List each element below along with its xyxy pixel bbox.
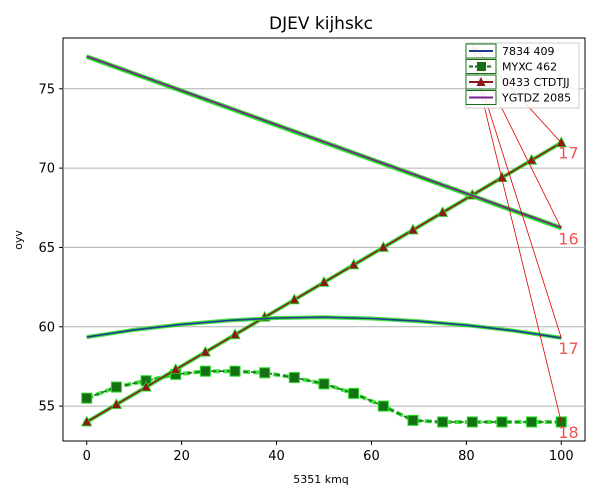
- data-point: [199, 345, 212, 357]
- axis-ticks: 55 60 65 70 75 0 20 40 60 80 100: [38, 82, 573, 464]
- data-point: [407, 414, 419, 426]
- end-label: 17: [558, 339, 578, 358]
- y-tick-label: 70: [38, 162, 55, 177]
- data-point: [555, 136, 567, 148]
- data-point: [199, 365, 211, 377]
- data-point: [110, 381, 122, 393]
- data-point: [259, 367, 271, 379]
- annotation-leader: [478, 84, 562, 423]
- legend-swatch-frame: [465, 43, 497, 59]
- x-tick-label: 60: [363, 449, 380, 464]
- end-label: 17: [558, 144, 578, 163]
- data-point: [170, 363, 182, 375]
- legend-swatch-frame: [465, 90, 497, 105]
- data-point: [496, 416, 508, 428]
- annotation-group: 17 16 17 18: [471, 44, 579, 442]
- data-point: [288, 372, 300, 384]
- legend-swatch-frame: [465, 74, 497, 90]
- x-tick-label: 20: [173, 449, 190, 464]
- data-point: [525, 153, 538, 165]
- series-group: [81, 54, 567, 428]
- legend-marker: [477, 62, 486, 71]
- y-tick-label: 75: [38, 82, 55, 97]
- x-tick-label: 40: [268, 449, 285, 464]
- data-point: [288, 293, 301, 305]
- data-point: [496, 171, 508, 183]
- chart-title: DJEV kijhskc: [269, 14, 373, 34]
- series-line: [86, 55, 562, 229]
- series-2: [81, 365, 567, 428]
- data-point: [229, 365, 241, 377]
- data-point: [348, 387, 360, 399]
- x-tick-label: 100: [549, 449, 574, 464]
- data-point: [81, 392, 93, 404]
- plot-area: [62, 37, 586, 442]
- y-tick-label: 55: [38, 400, 55, 415]
- data-point: [436, 206, 449, 217]
- legend-marker: [476, 77, 486, 86]
- annotation-leader: [474, 65, 562, 338]
- x-tick-label: 80: [458, 449, 475, 464]
- data-point: [526, 416, 538, 428]
- data-point: [140, 380, 152, 392]
- y-tick-label: 65: [38, 241, 55, 256]
- end-label: 16: [558, 229, 578, 248]
- data-point: [81, 415, 93, 427]
- x-tick-label: 0: [83, 449, 91, 464]
- series-3: [81, 136, 567, 427]
- legend-label: YGTDZ 2085: [501, 92, 571, 105]
- data-point: [318, 275, 330, 287]
- data-point: [318, 378, 330, 390]
- series-4: [86, 54, 562, 230]
- series-5: [86, 315, 562, 340]
- y-tick-label: 60: [38, 320, 55, 335]
- data-point: [347, 258, 360, 270]
- data-point: [377, 241, 389, 252]
- x-axis-label: 5351 kmq: [293, 473, 349, 486]
- y-axis-label: oyv: [12, 230, 25, 250]
- series-line: [86, 316, 562, 339]
- grid-lines: [63, 88, 585, 407]
- data-point: [377, 400, 389, 412]
- legend-label: 7834 409: [502, 45, 555, 58]
- legend-swatch-frame: [465, 59, 497, 74]
- data-point: [407, 223, 419, 235]
- legend: 7834 409 MYXC 462 0433 CTDTJJ YGTDZ 2085: [465, 42, 580, 109]
- legend-label: 0433 CTDTJJ: [502, 76, 570, 89]
- end-label: 18: [558, 423, 578, 442]
- legend-label: MYXC 462: [502, 61, 557, 74]
- data-point: [437, 416, 449, 428]
- data-point: [466, 416, 478, 428]
- data-point: [229, 328, 241, 340]
- data-point: [110, 398, 123, 409]
